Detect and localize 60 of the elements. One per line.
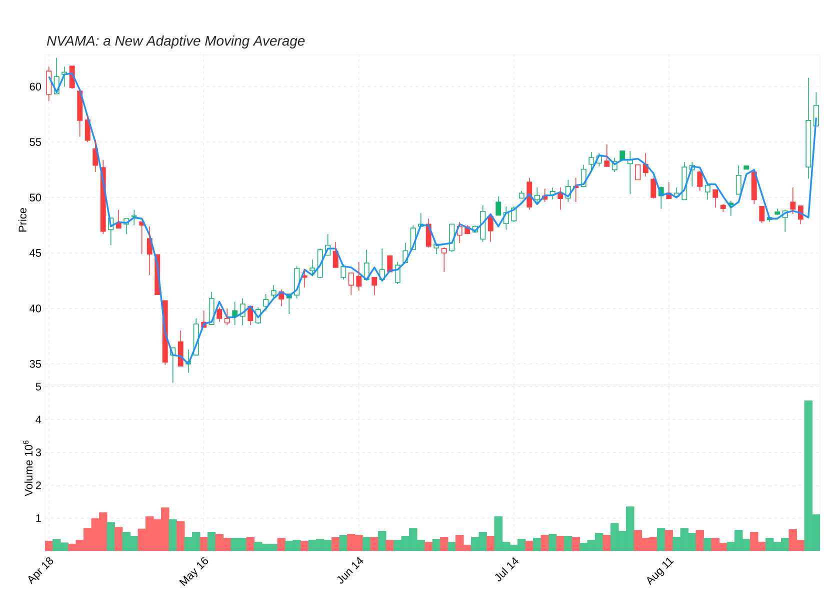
y-tick-label: 50	[30, 194, 42, 202]
candlestick	[588, 152, 594, 172]
candlestick	[387, 255, 393, 272]
candlestick	[620, 150, 626, 162]
y-tick-label: 4	[36, 416, 42, 424]
candlestick	[704, 184, 710, 200]
candlestick	[635, 164, 641, 180]
candlestick	[348, 272, 354, 296]
candlestick	[394, 261, 400, 284]
x-tick-label: Aug 11	[647, 558, 674, 586]
x-tick-label: Jul 14	[495, 557, 519, 582]
y-axis-title: Volume 10$^{6}$	[23, 440, 33, 496]
candlestick	[356, 261, 362, 292]
candlestick	[84, 115, 90, 142]
candlestick	[131, 209, 137, 226]
y-tick-label: 60	[30, 82, 42, 90]
candlestick	[332, 242, 338, 268]
candlestick	[232, 301, 238, 326]
candlestick	[806, 77, 812, 180]
candlestick	[480, 204, 486, 242]
candlestick	[751, 170, 757, 205]
candlestick	[372, 277, 378, 296]
y-tick-label: 35	[30, 360, 42, 368]
candlestick	[46, 66, 52, 102]
candlestick	[488, 214, 494, 242]
candlestick	[604, 144, 610, 167]
y-tick-label: 45	[30, 249, 42, 257]
candlestick	[216, 306, 222, 322]
candlestick	[650, 177, 656, 200]
candlestick	[759, 206, 765, 224]
x-tick-label: May 16	[179, 557, 208, 586]
candlestick	[224, 308, 230, 326]
candlestick	[774, 208, 780, 216]
candlestick	[790, 187, 796, 215]
y-tick-label: 1	[36, 514, 41, 522]
y-tick-label: 40	[30, 304, 42, 312]
candlestick	[534, 187, 540, 204]
candlestick	[712, 189, 718, 208]
candlestick	[496, 196, 502, 216]
candlestick	[270, 284, 276, 299]
y-tick-label: 2	[36, 481, 41, 490]
candlestick	[736, 164, 742, 195]
candlestick	[178, 330, 184, 367]
x-tick-label: Apr 18	[28, 557, 54, 584]
y-tick-label: 5	[36, 382, 42, 390]
candlestick	[77, 90, 83, 137]
candlestick	[744, 166, 750, 170]
candlestick	[116, 209, 122, 228]
candlestick	[518, 190, 524, 198]
x-tick-label: Jun 14	[337, 556, 364, 584]
candlestick	[263, 294, 269, 312]
y-tick-label: 55	[30, 138, 42, 146]
chart-subtitle: NVAMA: a New Adaptive Moving Average	[46, 35, 305, 48]
y-axis-title: Price	[18, 208, 26, 232]
candlestick	[310, 259, 316, 277]
candlestick	[720, 204, 726, 212]
candlestick	[697, 170, 703, 192]
candlestick	[441, 247, 447, 272]
y-tick-label: 3	[36, 448, 41, 456]
candlestick	[340, 264, 346, 280]
